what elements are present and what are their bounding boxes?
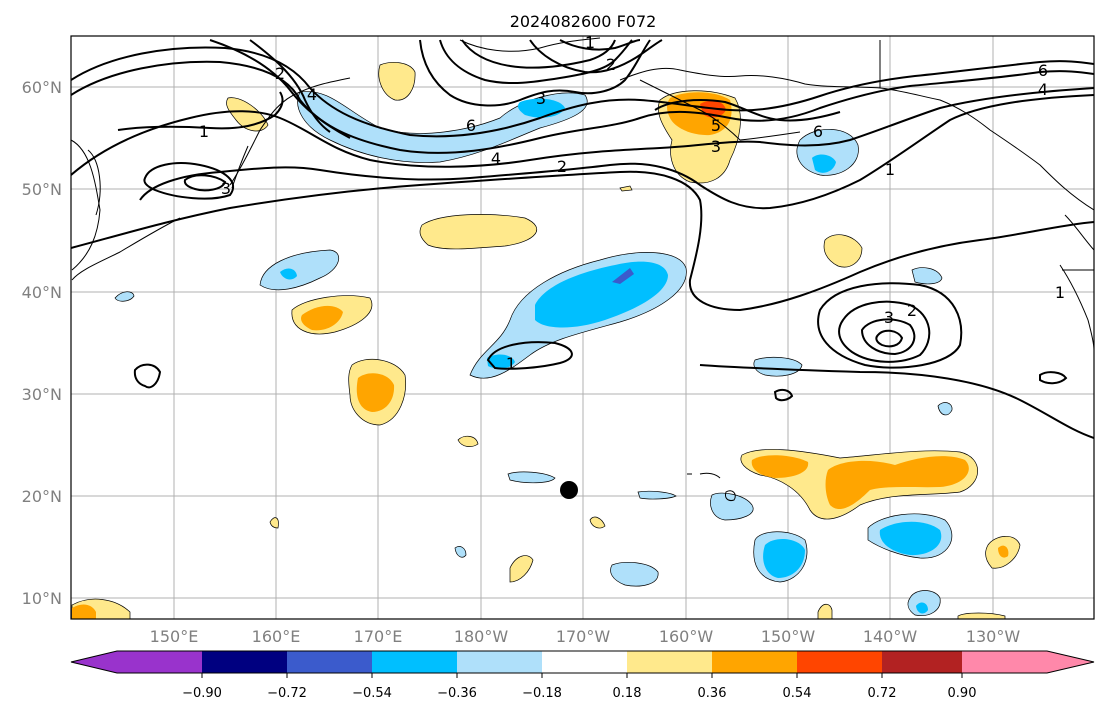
contour-label: 6 <box>466 116 476 135</box>
contour-label: 1 <box>585 33 595 52</box>
contour-label: 4 <box>491 149 501 168</box>
contour-label: 2 <box>907 301 917 320</box>
map-title: 2024082600 F072 <box>510 12 657 31</box>
lon-label: 130°W <box>966 627 1021 646</box>
coastlines <box>71 37 1094 501</box>
colorbar-tick-label: −0.18 <box>522 686 562 701</box>
location-marker[interactable] <box>560 481 578 499</box>
colorbar-segment <box>627 651 712 673</box>
lon-label: 140°W <box>863 627 918 646</box>
colorbar-segment <box>202 651 287 673</box>
lon-label: 160°E <box>252 627 301 646</box>
contour-lines <box>71 39 1094 439</box>
colorbar-tick-label: 0.72 <box>868 686 897 701</box>
longitude-labels: 150°E 160°E 170°E 180°W 170°W 160°W 150°… <box>150 627 1021 646</box>
lon-label: 170°E <box>354 627 403 646</box>
colorbar-segment <box>712 651 797 673</box>
contour-label: 6 <box>1038 61 1048 80</box>
contour-label: 2 <box>275 64 285 83</box>
contour-label: 4 <box>307 85 317 104</box>
colorbar-segment <box>797 651 882 673</box>
contour-label: 2 <box>606 55 616 74</box>
contour-label: 3 <box>711 137 721 156</box>
lat-label: 30°N <box>22 385 62 404</box>
lon-label: 160°W <box>659 627 714 646</box>
latitude-labels: 60°N 50°N 40°N 30°N 20°N 10°N <box>22 78 62 608</box>
colorbar-segment <box>882 651 962 673</box>
colorbar-ticks <box>201 673 963 678</box>
colorbar-tick-label: −0.90 <box>182 686 222 701</box>
contour-label: 2 <box>557 157 567 176</box>
lat-label: 40°N <box>22 283 62 302</box>
colorbar-under-arrow <box>71 651 117 673</box>
colorbar-tick-label: 0.90 <box>948 686 977 701</box>
lat-label: 50°N <box>22 180 62 199</box>
colorbar-over-arrow <box>1047 651 1094 673</box>
negative-anomaly-strong <box>612 268 634 284</box>
colorbar-segment <box>542 651 627 673</box>
contour-label: 5 <box>711 116 721 135</box>
contour-label: 3 <box>536 89 546 108</box>
colorbar-segment <box>962 651 1047 673</box>
lat-label: 10°N <box>22 589 62 608</box>
colorbar-tick-label: −0.36 <box>437 686 477 701</box>
lon-label: 150°W <box>761 627 816 646</box>
contour-label-layer: 1 2 3 4 5 6 1 2 3 4 6 1 2 3 6 1 2 3 4 1 <box>199 33 1065 373</box>
colorbar-tick-label: 0.18 <box>613 686 642 701</box>
lon-label: 170°W <box>556 627 611 646</box>
colorbar-tick-label: 0.54 <box>783 686 812 701</box>
colorbar-segment <box>372 651 457 673</box>
colorbar: −0.90 −0.72 −0.54 −0.36 −0.18 0.18 0.36 … <box>70 650 1095 701</box>
colorbar-outline <box>70 650 1095 674</box>
contour-label: 3 <box>884 308 894 327</box>
colorbar-segment <box>287 651 372 673</box>
lat-label: 20°N <box>22 487 62 506</box>
contour-label: 1 <box>1055 283 1065 302</box>
contour-label: 4 <box>1038 80 1048 99</box>
contour-label: 1 <box>885 160 895 179</box>
colorbar-tick-label: 0.36 <box>698 686 727 701</box>
colorbar-tick-label: −0.54 <box>352 686 392 701</box>
contour-label: 1 <box>506 354 516 373</box>
lon-label: 180°W <box>454 627 509 646</box>
negative-anomaly-medium <box>280 98 942 614</box>
map-frame <box>70 35 1095 620</box>
contour-label: 3 <box>221 179 231 198</box>
contour-label: 1 <box>199 122 209 141</box>
colorbar-segment <box>457 651 542 673</box>
positive-anomaly-medium <box>72 92 1009 619</box>
colorbar-tick-label: −0.72 <box>267 686 307 701</box>
contour-label: 6 <box>813 122 823 141</box>
lon-label: 150°E <box>150 627 199 646</box>
lat-label: 60°N <box>22 78 62 97</box>
map-content <box>71 36 1094 619</box>
colorbar-segment <box>117 651 202 673</box>
